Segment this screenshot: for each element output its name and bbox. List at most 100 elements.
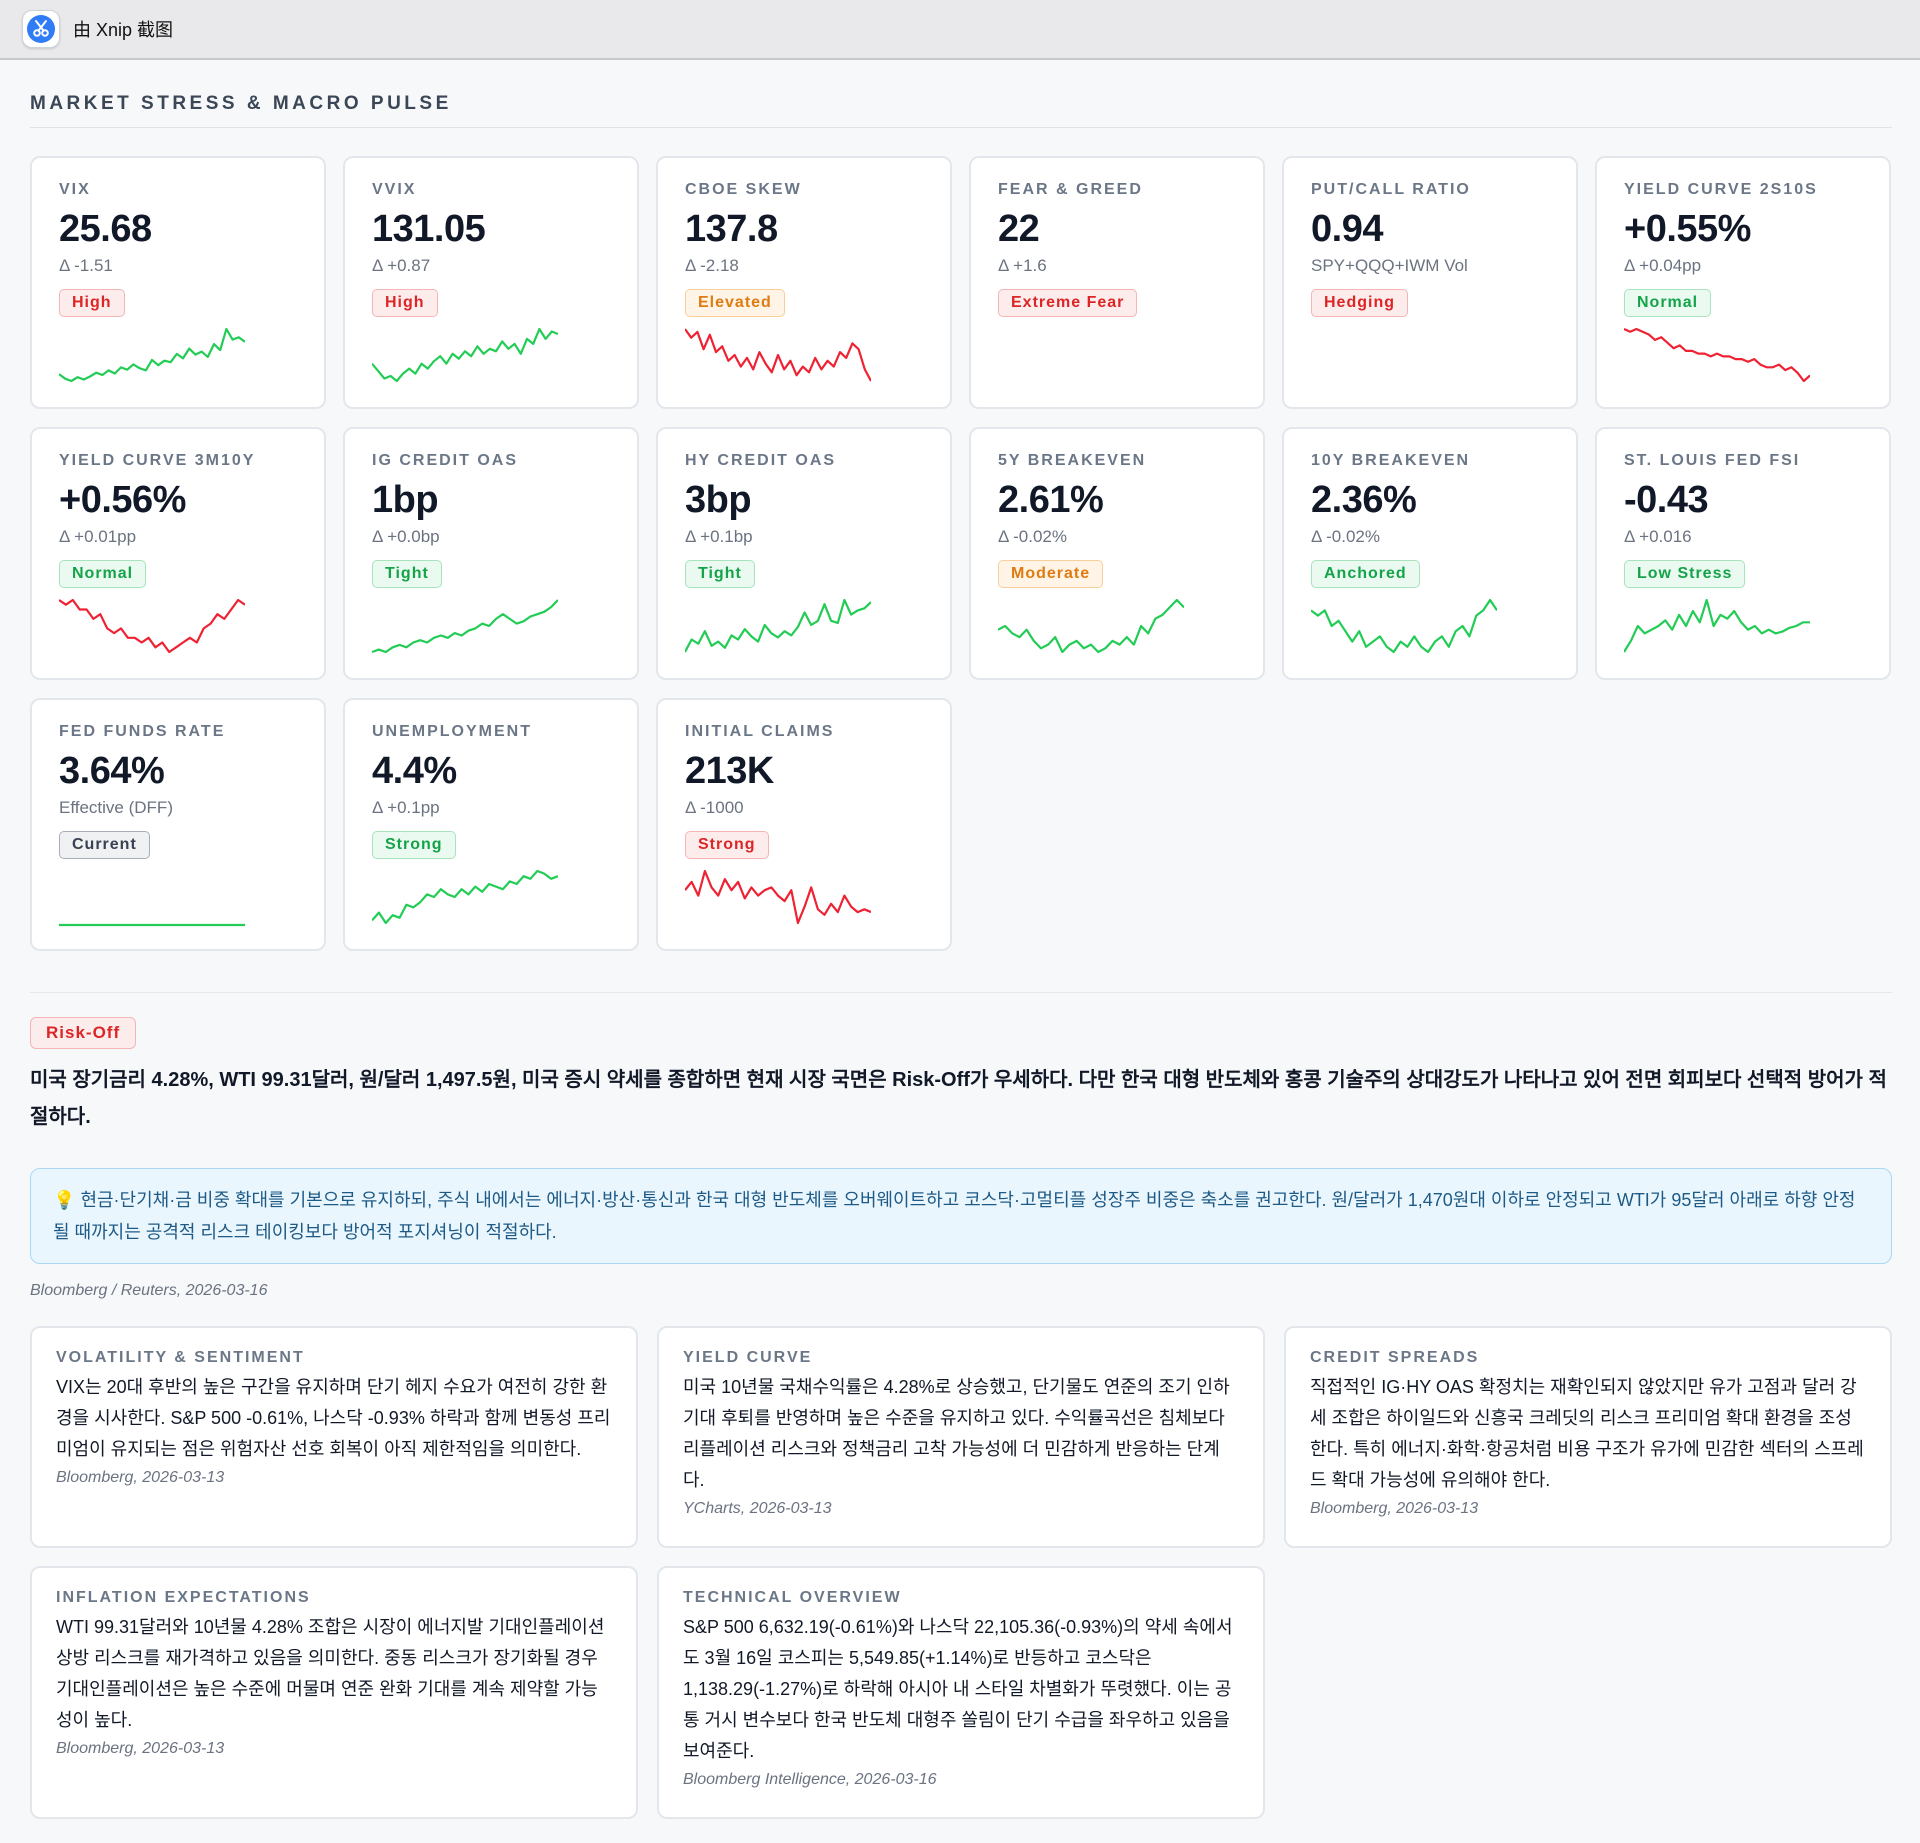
insight-body: VIX는 20대 후반의 높은 구간을 유지하며 단기 헤지 수요가 여전히 강… bbox=[56, 1377, 611, 1459]
status-badge: Low Stress bbox=[1624, 559, 1746, 588]
sparkline-series bbox=[998, 598, 1184, 654]
insight-body: WTI 99.31달러와 10년물 4.28% 조합은 시장이 에너지발 기대인… bbox=[56, 1617, 605, 1730]
sparkline-series bbox=[1311, 598, 1497, 654]
sparkline-series bbox=[685, 328, 871, 382]
kpi-card[interactable]: 10Y BREAKEVEN 2.36% Δ -0.02% Anchored bbox=[1282, 427, 1578, 680]
status-badge: Moderate bbox=[998, 559, 1104, 588]
kpi-label: FED FUNDS RATE bbox=[59, 723, 226, 740]
kpi-label: PUT/CALL RATIO bbox=[1311, 181, 1471, 198]
kpi-card[interactable]: FED FUNDS RATE 3.64% Effective (DFF) Curren… bbox=[30, 698, 326, 951]
kpi-label: 5Y BREAKEVEN bbox=[998, 452, 1147, 469]
insight-card: CREDIT SPREADS 직접적인 IG·HY OAS 확정치는 재확인되지 … bbox=[1284, 1326, 1892, 1548]
sparkline bbox=[59, 598, 245, 654]
insight-source: Bloomberg, 2026-03-13 bbox=[56, 1740, 225, 1757]
insight-card: VOLATILITY & SENTIMENT VIX는 20대 후반의 높은 구간… bbox=[30, 1326, 638, 1548]
kpi-change: Δ -2.18 bbox=[685, 255, 739, 275]
sparkline-series bbox=[372, 869, 558, 925]
sparkline-series bbox=[685, 869, 871, 925]
insight-title: YIELD CURVE bbox=[683, 1349, 813, 1366]
kpi-change: Δ +0.1bp bbox=[685, 526, 753, 546]
kpi-card[interactable]: VVIX 131.05 Δ +0.87 High bbox=[343, 156, 639, 409]
xnip-app-icon[interactable] bbox=[22, 10, 60, 48]
kpi-card[interactable]: UNEMPLOYMENT 4.4% Δ +0.1pp Strong bbox=[343, 698, 639, 951]
kpi-change: SPY+QQQ+IWM Vol bbox=[1311, 255, 1468, 275]
divider bbox=[30, 992, 1892, 993]
kpi-label: HY CREDIT OAS bbox=[685, 452, 837, 469]
kpi-change: Δ -0.02% bbox=[1311, 526, 1381, 546]
insight-card: TECHNICAL OVERVIEW S&P 500 6,632.19(-0.61… bbox=[657, 1566, 1265, 1819]
scissors-icon bbox=[33, 20, 49, 37]
sparkline bbox=[372, 599, 558, 654]
status-badge: Anchored bbox=[1311, 559, 1420, 588]
sparkline bbox=[59, 327, 245, 383]
sparkline-series bbox=[372, 599, 558, 654]
sparkline bbox=[1624, 327, 1810, 383]
kpi-label: IG CREDIT OAS bbox=[372, 452, 519, 469]
insight-title: VOLATILITY & SENTIMENT bbox=[56, 1349, 305, 1366]
insight-body: 직접적인 IG·HY OAS 확정치는 재확인되지 않았지만 유가 고점과 달러… bbox=[1310, 1377, 1864, 1490]
recommendation-text: 현금·단기채·금 비중 확대를 기본으로 유지하되, 주식 내에서는 에너지·방… bbox=[53, 1190, 1856, 1242]
insight-body: 미국 10년물 국채수익률은 4.28%로 상승했고, 단기물도 연준의 조기 … bbox=[683, 1377, 1230, 1490]
insight-source: YCharts, 2026-03-13 bbox=[683, 1500, 832, 1517]
kpi-card[interactable]: YIELD CURVE 3M10Y +0.56% Δ +0.01pp Normal bbox=[30, 427, 326, 680]
regime-summary: 미국 장기금리 4.28%, WTI 99.31달러, 원/달러 1,497.5… bbox=[30, 1069, 1887, 1128]
sparkline bbox=[1311, 598, 1497, 654]
kpi-label: ST. LOUIS FED FSI bbox=[1624, 452, 1801, 469]
kpi-card[interactable]: CBOE SKEW 137.8 Δ -2.18 Elevated bbox=[656, 156, 952, 409]
sparkline bbox=[372, 327, 558, 383]
sparkline-series bbox=[1624, 598, 1810, 653]
source-line: Bloomberg / Reuters, 2026-03-16 bbox=[30, 1282, 268, 1299]
insight-grid: VOLATILITY & SENTIMENT VIX는 20대 후반의 높은 구간… bbox=[30, 1326, 1892, 1819]
kpi-change: Δ -1.51 bbox=[59, 255, 113, 275]
kpi-card[interactable]: ST. LOUIS FED FSI -0.43 Δ +0.016 Low Stress bbox=[1595, 427, 1891, 680]
insight-title: TECHNICAL OVERVIEW bbox=[683, 1589, 902, 1606]
status-badge: Normal bbox=[1624, 288, 1712, 317]
sparkline-series bbox=[372, 327, 558, 383]
kpi-card[interactable]: HY CREDIT OAS 3bp Δ +0.1bp Tight bbox=[656, 427, 952, 680]
status-badge: High bbox=[372, 288, 438, 317]
sparkline bbox=[59, 923, 245, 927]
kpi-change: Δ +0.87 bbox=[372, 255, 431, 275]
kpi-change: Δ -1000 bbox=[685, 797, 744, 817]
sparkline bbox=[685, 869, 871, 925]
kpi-change: Δ +1.6 bbox=[998, 255, 1047, 275]
status-badge: Current bbox=[59, 830, 150, 859]
kpi-label: INITIAL CLAIMS bbox=[685, 723, 835, 740]
kpi-value: 3.64% bbox=[59, 750, 165, 792]
kpi-value: 0.94 bbox=[1311, 208, 1383, 250]
kpi-card[interactable]: 5Y BREAKEVEN 2.61% Δ -0.02% Moderate bbox=[969, 427, 1265, 680]
window-titlebar: 由 Xnip 截图 bbox=[0, 0, 1920, 60]
kpi-value: +0.55% bbox=[1624, 208, 1751, 250]
sparkline-series bbox=[59, 598, 245, 654]
insight-title: INFLATION EXPECTATIONS bbox=[56, 1589, 311, 1606]
kpi-change: Δ +0.0bp bbox=[372, 526, 440, 546]
dashboard-title: MARKET STRESS & MACRO PULSE bbox=[30, 93, 452, 114]
insight-card: YIELD CURVE 미국 10년물 국채수익률은 4.28%로 상승했고, 단… bbox=[657, 1326, 1265, 1548]
kpi-card[interactable]: YIELD CURVE 2S10S +0.55% Δ +0.04pp Normal bbox=[1595, 156, 1891, 409]
kpi-card[interactable]: PUT/CALL RATIO 0.94 SPY+QQQ+IWM Vol Hedging bbox=[1282, 156, 1578, 409]
kpi-value: 131.05 bbox=[372, 208, 486, 250]
insight-source: Bloomberg, 2026-03-13 bbox=[1310, 1500, 1479, 1517]
kpi-value: 22 bbox=[998, 208, 1040, 250]
insight-card: INFLATION EXPECTATIONS WTI 99.31달러와 10년물 … bbox=[30, 1566, 638, 1819]
kpi-card[interactable]: IG CREDIT OAS 1bp Δ +0.0bp Tight bbox=[343, 427, 639, 680]
kpi-label: VVIX bbox=[372, 181, 417, 198]
insight-source: Bloomberg Intelligence, 2026-03-16 bbox=[683, 1771, 937, 1788]
kpi-card[interactable]: VIX 25.68 Δ -1.51 High bbox=[30, 156, 326, 409]
status-badge: Extreme Fear bbox=[998, 288, 1138, 317]
kpi-value: 137.8 bbox=[685, 208, 778, 250]
status-badge: Normal bbox=[59, 559, 147, 588]
status-badge: Hedging bbox=[1311, 288, 1408, 317]
sparkline bbox=[372, 869, 558, 925]
kpi-change: Effective (DFF) bbox=[59, 797, 173, 817]
kpi-value: 4.4% bbox=[372, 750, 457, 792]
kpi-change: Δ +0.01pp bbox=[59, 526, 137, 546]
kpi-card[interactable]: FEAR & GREED 22 Δ +1.6 Extreme Fear bbox=[969, 156, 1265, 409]
kpi-value: 1bp bbox=[372, 479, 439, 521]
kpi-change: Δ +0.04pp bbox=[1624, 255, 1702, 275]
kpi-value: 213K bbox=[685, 750, 774, 792]
divider bbox=[30, 127, 1892, 128]
kpi-label: YIELD CURVE 2S10S bbox=[1624, 181, 1818, 198]
status-badge: Strong bbox=[372, 830, 456, 859]
kpi-card[interactable]: INITIAL CLAIMS 213K Δ -1000 Strong bbox=[656, 698, 952, 951]
